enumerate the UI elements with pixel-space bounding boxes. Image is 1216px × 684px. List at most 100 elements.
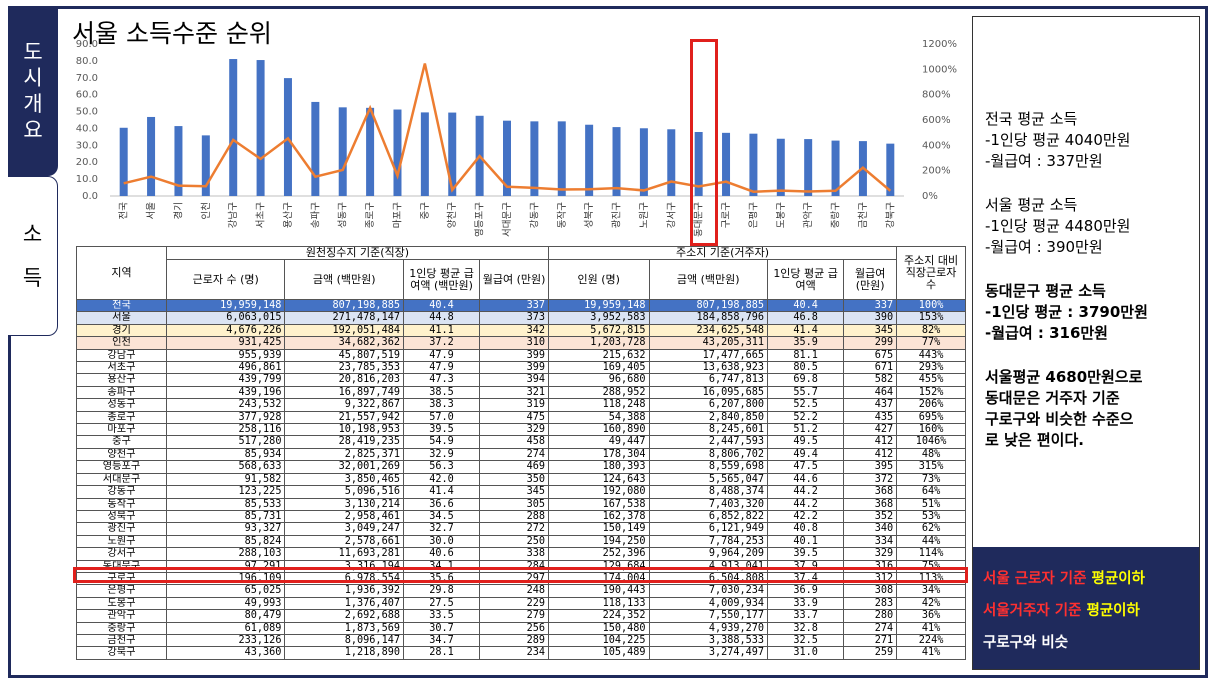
ddm-title: 동대문구 평균 소득: [985, 282, 1106, 300]
tab-char: 소: [22, 222, 43, 246]
value-cell: 517,280: [165, 435, 286, 449]
value-cell: 1046%: [896, 435, 966, 449]
value-cell: 51.2: [767, 423, 845, 437]
value-cell: 399: [479, 361, 549, 375]
value-cell: 194,250: [547, 534, 650, 549]
bar: [393, 109, 402, 196]
table-row: 경기 4,676,226 192,051,484 41.1 342 5,672,815 23…: [76, 323, 966, 338]
value-cell: 4,009,934: [648, 596, 769, 611]
right-axis-tick-label: 0%: [922, 191, 938, 202]
region-cell: 서울: [76, 311, 167, 325]
value-cell: 85,824: [165, 534, 286, 549]
region-cell: 성동구: [76, 398, 167, 412]
summary-panel: 전국 평균 소득 -1인당 평균 4040만원 -월급여 : 337만원 서울 …: [972, 16, 1200, 670]
left-axis-tick-label: 60.0: [76, 90, 98, 101]
value-cell: 29.8: [402, 584, 481, 598]
income-chart: 90.0 80.0 70.0 60.0 50.0 40.0 30.0 20.0 10.0 0.0 1…: [76, 39, 957, 237]
value-cell: 372: [843, 472, 898, 487]
value-cell: 206%: [896, 398, 966, 412]
value-cell: 73%: [896, 472, 966, 487]
table-row: 강동구 123,225 5,096,516 41.4 345 192,080 8,488,3…: [76, 485, 966, 499]
value-cell: 44.2: [767, 485, 845, 499]
value-cell: 33.7: [767, 609, 845, 623]
tab-city-overview[interactable]: 도 시 개 요: [8, 6, 58, 176]
value-cell: 443%: [896, 348, 966, 363]
table-row: 강북구 43,360 1,218,890 28.1 234 105,489 3,274,49…: [76, 646, 966, 660]
value-cell: 69.8: [767, 373, 845, 387]
value-cell: 337: [843, 298, 898, 313]
value-cell: 6,852,822: [648, 509, 769, 524]
value-cell: 3,952,583: [547, 311, 650, 325]
tab-income[interactable]: 소 득: [8, 176, 58, 336]
value-cell: 345: [843, 323, 898, 338]
seoul-monthly: -월급여 : 390만원: [985, 238, 1103, 256]
value-cell: 44.8: [402, 311, 481, 325]
value-cell: 8,096,147: [284, 633, 404, 648]
value-cell: 162,378: [547, 509, 650, 524]
value-cell: 13,638,923: [648, 361, 769, 375]
value-cell: 104,225: [547, 633, 650, 648]
value-cell: 329: [843, 547, 898, 561]
value-cell: 42.0: [402, 472, 481, 487]
summary-callout: 서울 근로자 기준 평균이하 서울거주자 기준 평균이하 구로구와 비슷: [973, 547, 1199, 669]
value-cell: 47.9: [402, 348, 481, 363]
value-cell: 224%: [896, 633, 966, 648]
category-label: 동작구: [557, 202, 568, 228]
value-cell: 308: [843, 584, 898, 598]
value-cell: 4,939,270: [648, 621, 769, 635]
bar: [174, 126, 183, 196]
value-cell: 46.8: [767, 311, 845, 325]
bar: [804, 139, 813, 196]
value-cell: 41.4: [402, 485, 481, 499]
value-cell: 321: [479, 385, 549, 400]
value-cell: 57.0: [402, 410, 481, 425]
value-cell: 53%: [896, 509, 966, 524]
header-workers: 근로자 수 (명): [165, 259, 286, 300]
value-cell: 30.0: [402, 534, 481, 549]
value-cell: 41%: [896, 646, 966, 660]
conclusion-line: 동대문은 거주자 기준: [985, 389, 1120, 407]
bar: [667, 129, 676, 196]
value-cell: 315%: [896, 460, 966, 474]
region-cell: 용산구: [76, 373, 167, 387]
value-cell: 272: [479, 522, 549, 536]
value-cell: 6,063,015: [165, 311, 286, 325]
category-label: 강북구: [885, 202, 896, 228]
value-cell: 47.9: [402, 361, 481, 375]
value-cell: 229: [479, 596, 549, 611]
value-cell: 807,198,885: [284, 298, 404, 313]
value-cell: 439,196: [165, 385, 286, 400]
value-cell: 34,682,362: [284, 336, 404, 350]
category-label: 은평구: [748, 202, 759, 228]
conclusion-text: 서울평균 4680만원으로 동대문은 거주자 기준 구로구와 비슷한 수준으 로…: [985, 367, 1142, 451]
tab-char: 개: [23, 92, 43, 116]
table-row: 서초구 496,861 23,785,353 47.9 399 169,405 13,638…: [76, 361, 966, 375]
category-label: 영등포구: [475, 202, 486, 237]
bar: [366, 107, 375, 196]
value-cell: 469: [479, 460, 549, 474]
value-cell: 47.5: [767, 460, 845, 474]
region-cell: 관악구: [76, 609, 167, 623]
value-cell: 37.2: [402, 336, 481, 350]
value-cell: 279: [479, 609, 549, 623]
table-row: 동작구 85,533 3,130,214 36.6 305 167,538 7,403,32…: [76, 497, 966, 511]
table-row: 서울 6,063,015 271,478,147 44.8 373 3,952,583 18…: [76, 311, 966, 325]
value-cell: 160%: [896, 423, 966, 437]
region-cell: 영등포구: [76, 460, 167, 474]
value-cell: 45,807,519: [284, 348, 404, 363]
value-cell: 31.0: [767, 646, 845, 660]
value-cell: 3,130,214: [284, 497, 404, 511]
table-row: 서대문구 91,582 3,850,465 42.0 350 124,643 5,565,0…: [76, 472, 966, 487]
value-cell: 85,731: [165, 509, 286, 524]
value-cell: 399: [479, 348, 549, 363]
value-cell: 352: [843, 509, 898, 524]
value-cell: 412: [843, 435, 898, 449]
value-cell: 338: [479, 547, 549, 561]
value-cell: 42.2: [767, 509, 845, 524]
value-cell: 19,959,148: [165, 298, 286, 313]
value-cell: 340: [843, 522, 898, 536]
value-cell: 39.5: [402, 423, 481, 437]
value-cell: 305: [479, 497, 549, 511]
table-row: 인천 931,425 34,682,362 37.2 310 1,203,728 43,20…: [76, 336, 966, 350]
category-label: 노원구: [639, 202, 650, 228]
